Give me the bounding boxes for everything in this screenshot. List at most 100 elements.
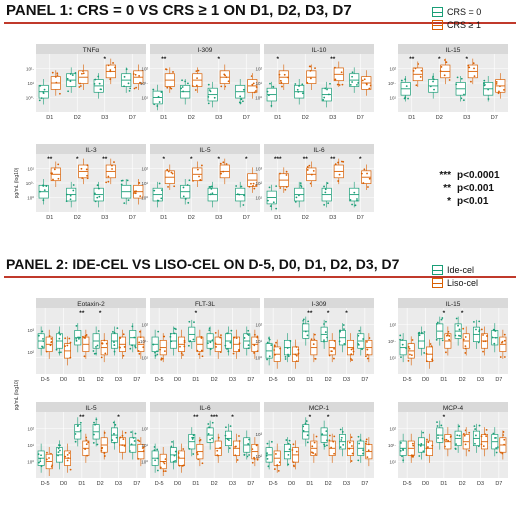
data-point	[213, 96, 216, 99]
data-point	[422, 431, 425, 434]
data-point	[411, 442, 414, 445]
data-point	[122, 438, 125, 441]
y-tick-label: 10¹·	[140, 339, 148, 344]
data-point	[114, 66, 116, 69]
y-tick-label: 10²	[141, 67, 148, 72]
data-point	[104, 352, 107, 355]
x-tick-label: D7	[495, 377, 502, 383]
x-tick-label: D3	[229, 377, 236, 383]
data-point	[166, 86, 169, 89]
significance-stars: *	[309, 414, 312, 421]
data-point	[289, 340, 292, 342]
data-point	[123, 445, 126, 447]
data-point	[475, 434, 477, 437]
data-point	[172, 71, 174, 73]
data-point	[58, 351, 61, 354]
significance-stars: **	[102, 156, 108, 163]
data-point	[42, 337, 44, 340]
data-point	[414, 67, 417, 70]
chart-facet: IL-15 10² 10¹· 10¹ D1 ** D2 * D3 * D7	[388, 44, 508, 121]
data-point	[126, 179, 129, 182]
data-point	[86, 174, 88, 177]
data-point	[439, 70, 442, 73]
significance-stars: **	[193, 414, 199, 421]
facet-strip	[150, 144, 260, 154]
facet-title: IL-5	[199, 147, 211, 154]
data-point	[483, 82, 485, 85]
data-point	[69, 468, 72, 471]
data-point	[38, 461, 40, 464]
data-point	[349, 199, 352, 201]
data-point	[169, 335, 172, 338]
data-point	[427, 441, 430, 444]
x-tick-label: D2	[325, 481, 332, 487]
data-point	[341, 430, 344, 433]
data-point	[420, 442, 423, 445]
data-point	[288, 439, 291, 442]
y-tick-label: 10³	[255, 167, 262, 172]
data-point	[462, 338, 465, 341]
x-tick-label: D1	[192, 377, 199, 383]
data-point	[75, 339, 78, 342]
data-point	[112, 330, 114, 333]
data-point	[291, 449, 294, 451]
data-point	[43, 189, 46, 192]
data-point	[93, 192, 96, 195]
x-tick-label: D-5	[269, 481, 278, 487]
data-point	[286, 347, 289, 349]
data-point	[306, 334, 309, 337]
y-tick-label: 10²	[141, 167, 148, 172]
data-point	[153, 449, 156, 452]
data-point	[330, 350, 333, 353]
data-point	[75, 337, 78, 340]
data-point	[247, 347, 250, 350]
data-point	[494, 336, 497, 339]
data-point	[323, 339, 325, 342]
data-point	[457, 324, 459, 327]
data-point	[153, 446, 156, 448]
data-point	[41, 346, 44, 349]
data-point	[228, 447, 231, 450]
data-point	[59, 333, 62, 336]
data-point	[98, 82, 101, 85]
data-point	[440, 66, 443, 68]
data-point	[267, 465, 270, 468]
data-point	[69, 341, 72, 344]
data-point	[278, 73, 281, 76]
data-point	[51, 71, 54, 74]
data-point	[103, 431, 106, 434]
data-point	[173, 454, 176, 457]
data-point	[294, 83, 297, 85]
facet-strip	[398, 298, 508, 308]
data-point	[351, 452, 354, 455]
data-point	[236, 193, 239, 196]
data-point	[445, 334, 448, 337]
data-point	[358, 442, 361, 445]
data-point	[337, 161, 339, 164]
data-point	[402, 448, 404, 451]
data-point	[339, 330, 341, 333]
data-point	[312, 169, 315, 172]
data-point	[183, 341, 186, 344]
data-point	[132, 73, 135, 75]
facet-title: MCP-4	[443, 405, 464, 412]
x-tick-label: D-5	[403, 377, 412, 383]
data-point	[211, 421, 214, 424]
data-point	[156, 105, 159, 107]
data-point	[503, 443, 505, 446]
data-point	[400, 442, 402, 444]
y-tick-label: 10¹·	[388, 339, 396, 344]
data-point	[322, 98, 325, 101]
data-point	[310, 338, 313, 341]
data-point	[220, 85, 223, 88]
facet-title: MCP-1	[309, 405, 330, 412]
x-tick-label: D2	[459, 377, 466, 383]
data-point	[109, 70, 112, 73]
facet-strip	[264, 44, 374, 54]
data-point	[496, 446, 499, 449]
data-point	[357, 342, 359, 345]
data-point	[285, 170, 288, 173]
y-tick-label: 10¹	[141, 181, 148, 186]
data-point	[359, 439, 362, 441]
data-point	[349, 83, 352, 86]
